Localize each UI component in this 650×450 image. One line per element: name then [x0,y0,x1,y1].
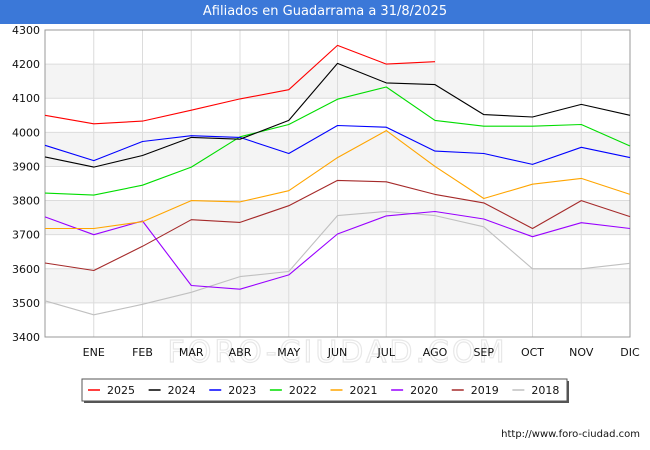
legend-label-2022: 2022 [289,384,317,397]
plot-frame [44,29,631,338]
series-line-2025 [44,44,436,125]
y-tick-label: 3900 [12,160,40,173]
x-tick-label: OCT [521,346,544,359]
legend-label-2024: 2024 [168,384,196,397]
y-tick-label: 3600 [12,263,40,276]
x-tick-label: MAR [179,346,204,359]
y-tick-label: 3400 [12,331,40,344]
legend-label-2023: 2023 [228,384,256,397]
y-tick-label: 3700 [12,229,40,242]
x-tick-label: ABR [229,346,252,359]
legend-label-2019: 2019 [471,384,499,397]
y-tick-label: 4000 [12,126,40,139]
x-tick-label: FEB [132,346,153,359]
legend-label-2025: 2025 [107,384,135,397]
y-tick-label: 3800 [12,195,40,208]
watermark: FORO-CIUDAD.COM [168,335,508,370]
legend-label-2020: 2020 [410,384,438,397]
series-line-2024 [44,62,631,168]
x-tick-label: NOV [569,346,594,359]
chart-title: Afiliados en Guadarrama a 31/8/2025 [0,0,650,24]
y-tick-label: 4200 [12,58,40,71]
legend-label-2018: 2018 [531,384,559,397]
x-tick-label: MAY [277,346,300,359]
x-tick-label: JUL [377,346,396,359]
source-url: http://www.foro-ciudad.com [501,429,640,440]
x-tick-label: DIC [620,346,640,359]
y-tick-label: 4100 [12,92,40,105]
y-tick-label: 4300 [12,24,40,37]
x-tick-label: AGO [423,346,448,359]
x-tick-label: JUN [327,346,348,359]
series-line-2021 [45,130,631,230]
y-tick-label: 3500 [12,297,40,310]
series-line-2020 [44,210,631,290]
series-line-2018 [44,210,631,316]
series-line-2022 [44,86,631,196]
legend-box [81,378,568,402]
series-line-2019 [44,179,631,272]
series-line-2023 [44,124,631,165]
x-tick-label: SEP [473,346,494,359]
x-tick-label: ENE [83,346,105,359]
legend-label-2021: 2021 [350,384,378,397]
